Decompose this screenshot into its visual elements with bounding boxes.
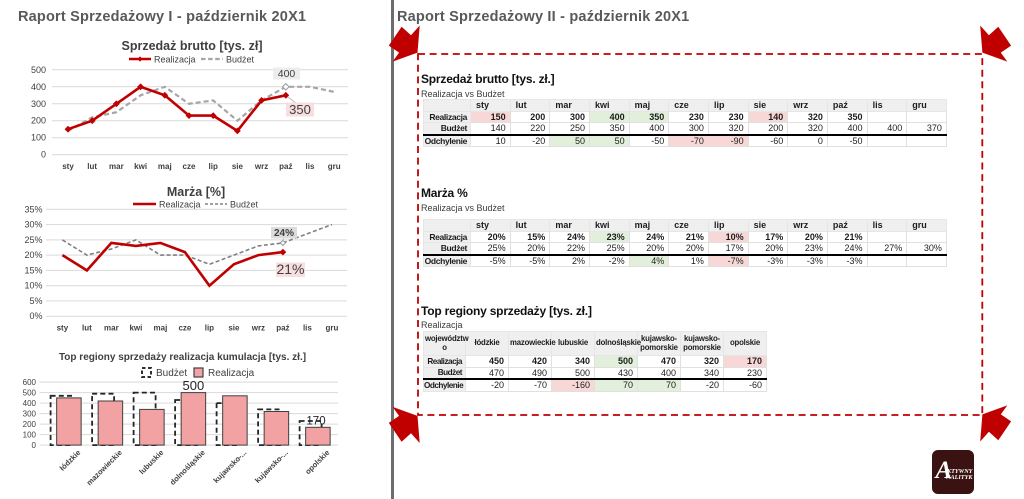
svg-text:dolnośląskie: dolnośląskie <box>168 448 207 487</box>
svg-text:20%: 20% <box>24 250 42 260</box>
svg-text:wrz: wrz <box>254 162 268 171</box>
svg-text:sty: sty <box>57 324 69 333</box>
svg-text:400: 400 <box>31 82 46 92</box>
svg-text:100: 100 <box>23 431 37 440</box>
svg-text:mar: mar <box>104 324 119 333</box>
svg-text:sie: sie <box>232 162 244 171</box>
svg-text:5%: 5% <box>29 296 42 306</box>
svg-text:gru: gru <box>325 324 338 333</box>
svg-text:170: 170 <box>306 416 325 428</box>
svg-text:300: 300 <box>23 410 37 419</box>
svg-text:lip: lip <box>209 162 218 171</box>
svg-text:10%: 10% <box>24 281 42 291</box>
svg-text:Realizacja: Realizacja <box>208 368 255 379</box>
svg-text:35%: 35% <box>24 204 42 214</box>
svg-text:0: 0 <box>41 150 46 160</box>
svg-text:kujawsko-...: kujawsko-... <box>212 448 249 485</box>
svg-text:A: A <box>934 457 953 484</box>
svg-text:Realizacja: Realizacja <box>159 200 201 210</box>
svg-text:kwi: kwi <box>134 162 147 171</box>
svg-text:Realizacja: Realizacja <box>154 55 196 65</box>
svg-text:100: 100 <box>31 133 46 143</box>
svg-text:NALITYK: NALITYK <box>945 474 973 481</box>
svg-text:Budżet: Budżet <box>230 200 259 210</box>
svg-text:350: 350 <box>289 102 311 117</box>
svg-text:Sprzedaż brutto [tys. zł]: Sprzedaż brutto [tys. zł] <box>122 39 263 53</box>
svg-text:0: 0 <box>32 441 37 450</box>
svg-text:300: 300 <box>31 99 46 109</box>
svg-text:gru: gru <box>328 162 341 171</box>
svg-text:mar: mar <box>109 162 124 171</box>
svg-text:500: 500 <box>23 389 37 398</box>
svg-text:mazowieckie: mazowieckie <box>85 448 124 487</box>
svg-text:30%: 30% <box>24 220 42 230</box>
svg-text:21%: 21% <box>276 261 304 277</box>
svg-text:cze: cze <box>178 324 191 333</box>
svg-text:500: 500 <box>31 65 46 75</box>
svg-text:Budżet: Budżet <box>226 55 255 65</box>
svg-text:lubuskie: lubuskie <box>137 448 165 476</box>
svg-text:wrz: wrz <box>251 324 265 333</box>
svg-text:sty: sty <box>62 162 74 171</box>
svg-text:opolskie: opolskie <box>303 448 331 476</box>
svg-text:lis: lis <box>306 162 315 171</box>
svg-text:lis: lis <box>303 324 312 333</box>
svg-text:lut: lut <box>87 162 97 171</box>
svg-text:maj: maj <box>154 324 168 333</box>
svg-text:maj: maj <box>158 162 172 171</box>
svg-text:24%: 24% <box>274 228 294 239</box>
svg-text:Budżet: Budżet <box>156 368 187 379</box>
svg-text:400: 400 <box>23 399 37 408</box>
svg-text:sie: sie <box>228 324 240 333</box>
svg-text:0%: 0% <box>29 311 42 321</box>
svg-text:25%: 25% <box>24 235 42 245</box>
svg-text:15%: 15% <box>24 265 42 275</box>
svg-text:paź: paź <box>276 324 289 333</box>
svg-text:200: 200 <box>23 420 37 429</box>
svg-text:Top regiony sprzedaży realizac: Top regiony sprzedaży realizacja kumulac… <box>59 352 306 363</box>
svg-text:600: 600 <box>23 378 37 387</box>
svg-text:łódzkie: łódzkie <box>58 448 83 473</box>
svg-text:Marża [%]: Marża [%] <box>167 185 225 199</box>
svg-text:KTYWNY: KTYWNY <box>946 468 974 475</box>
svg-text:kwi: kwi <box>129 324 142 333</box>
svg-text:500: 500 <box>183 378 205 393</box>
svg-text:kujawsko-...: kujawsko-... <box>253 448 290 485</box>
svg-text:200: 200 <box>31 116 46 126</box>
svg-text:paź: paź <box>279 162 292 171</box>
svg-text:cze: cze <box>183 162 196 171</box>
svg-text:lip: lip <box>205 324 214 333</box>
svg-text:lut: lut <box>82 324 92 333</box>
svg-text:400: 400 <box>278 68 296 80</box>
